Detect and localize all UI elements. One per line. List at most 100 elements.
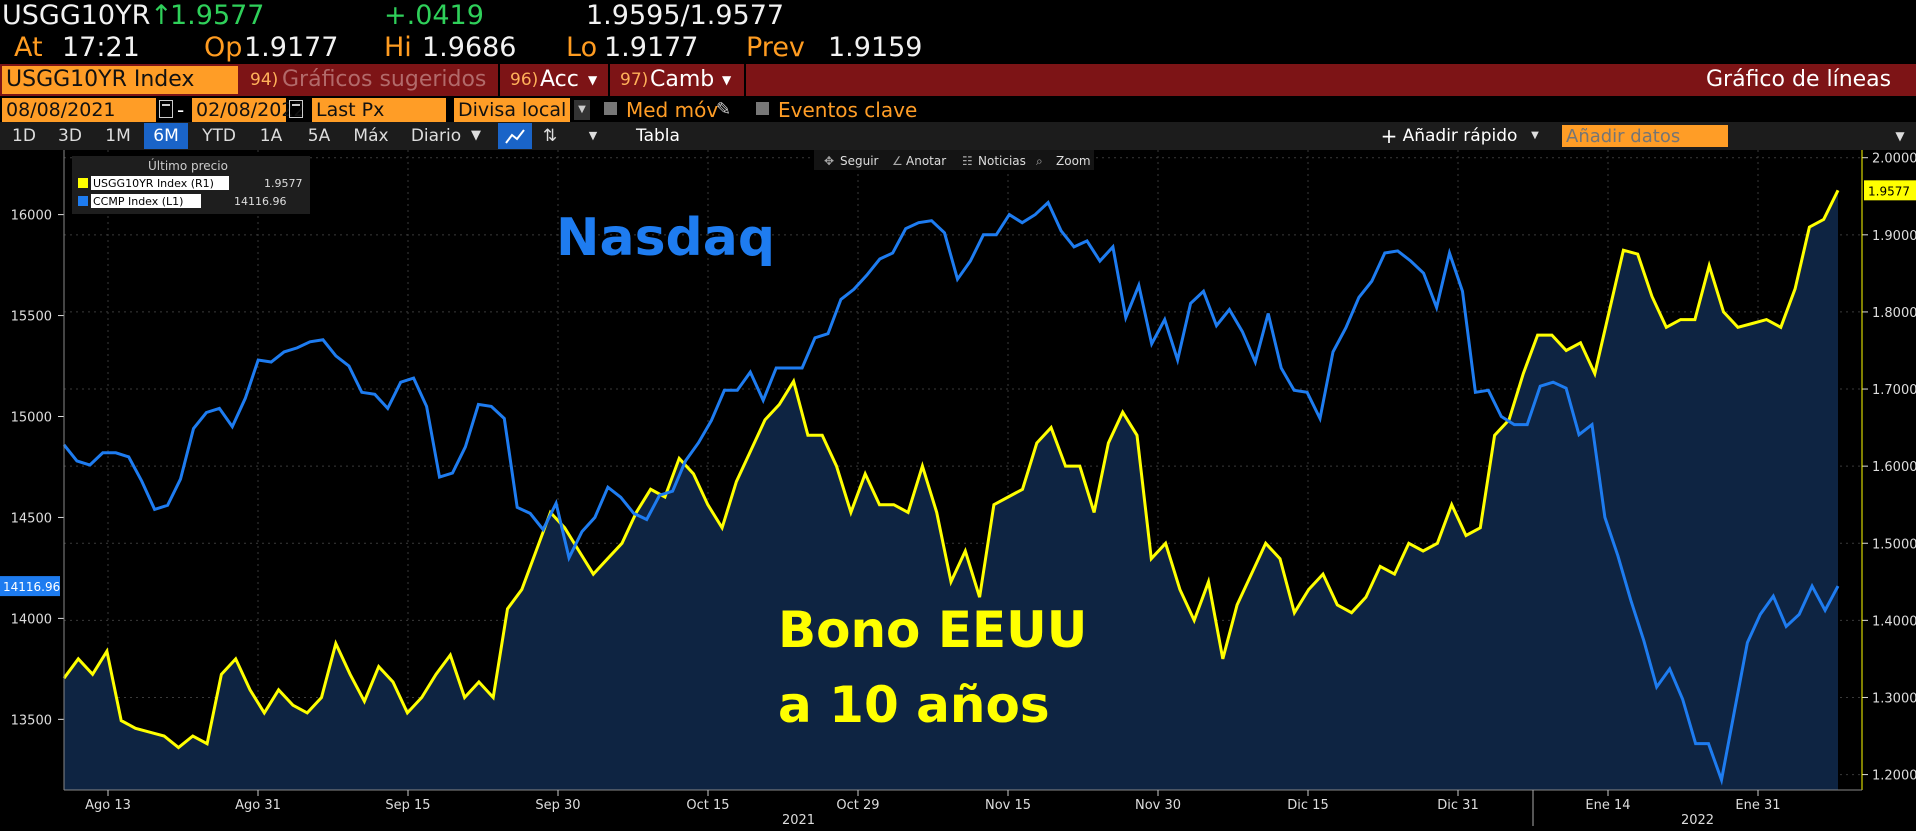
line-chart-icon[interactable] [498, 123, 532, 149]
frequency-dropdown[interactable]: Diario [410, 126, 462, 146]
chevron-down-icon[interactable]: ▼ [588, 73, 598, 87]
quick-add-button[interactable]: Añadir rápido [1402, 126, 1518, 146]
field-selector[interactable]: Last Px [312, 98, 446, 122]
legend-label-bg [91, 176, 229, 190]
zoom-button[interactable]: Zoom [1056, 154, 1091, 168]
news-button[interactable]: Noticias [978, 154, 1026, 168]
last-price: 1.9577 [170, 0, 265, 31]
period-3d[interactable]: 3D [58, 126, 82, 146]
x-axis: Ago 13 Ago 31 Sep 15 Sep 30 Oct 15 Oct 29 Nov … [64, 789, 1862, 828]
high-value: 1.9686 [422, 32, 517, 63]
suggested-charts-button[interactable]: Gráficos sugeridos [282, 67, 487, 92]
legend-value-bond: 1.9577 [264, 177, 303, 190]
ticker-label: USGG10YR [2, 0, 151, 31]
year-label: 2022 [1681, 813, 1714, 827]
nasdaq-annotation: Nasdaq [556, 208, 775, 268]
legend-label-bond: USGG10YR Index (R1) [93, 177, 214, 190]
bond-annotation-line1: Bono EEUU [778, 601, 1087, 659]
add-data-input[interactable] [1562, 125, 1728, 147]
chevron-down-icon[interactable]: ▼ [574, 100, 590, 120]
chevron-down-icon[interactable]: ▼ [722, 73, 732, 87]
camb-num: 97) [620, 70, 649, 90]
crosshair-icon[interactable]: ✥ [824, 154, 834, 168]
x-tick-label: Sep 15 [385, 798, 430, 813]
left-tick-label: 14000 [11, 612, 52, 627]
year-label: 2021 [782, 813, 815, 827]
annotate-icon[interactable]: ∠ [892, 154, 903, 168]
left-tick-label: 14500 [11, 511, 52, 526]
chevron-down-icon[interactable]: ▼ [1531, 130, 1539, 141]
end-date-field[interactable]: 02/08/2022 [192, 98, 306, 122]
pencil-icon[interactable]: ✎ [716, 99, 732, 120]
chart-tools-bar [814, 150, 1094, 170]
open-value: 1.9177 [244, 32, 339, 63]
bond-area-fill [64, 190, 1838, 791]
line-chart: 16000 15500 15000 14500 14000 13500 14116.96 2… [0, 150, 1916, 828]
edit-menu[interactable]: Camb [650, 67, 715, 92]
chevron-down-icon[interactable]: ▼ [471, 128, 481, 143]
news-icon[interactable]: ☷ [962, 154, 973, 168]
right-tick-label: 1.2000 [1872, 769, 1916, 784]
right-tick-label: 1.7000 [1872, 383, 1916, 398]
x-tick-label: Ago 31 [235, 798, 281, 813]
right-tick-label: 1.4000 [1872, 614, 1916, 629]
period-max[interactable]: Máx [353, 126, 389, 146]
x-tick-label: Nov 15 [985, 798, 1031, 813]
x-tick-label: Ago 13 [85, 798, 131, 813]
x-tick-label: Nov 30 [1135, 798, 1181, 813]
x-tick-label: Oct 15 [686, 798, 729, 813]
right-tick-label: 1.8000 [1872, 306, 1916, 321]
options-icon[interactable]: ▼ [1895, 129, 1905, 143]
period-ytd[interactable]: YTD [202, 126, 236, 146]
prev-value: 1.9159 [828, 32, 923, 63]
separator [498, 64, 500, 96]
legend-swatch-bond [78, 178, 88, 188]
chart-type-label: Gráfico de líneas [1706, 67, 1892, 92]
period-6m[interactable]: 6M [144, 123, 188, 149]
period-1m[interactable]: 1M [105, 126, 131, 146]
bond-last-value-box [1864, 180, 1916, 201]
right-tick-label: 1.3000 [1872, 691, 1916, 706]
x-tick-label: Ene 14 [1585, 798, 1630, 813]
currency-selector[interactable]: Divisa local [454, 98, 570, 122]
plus-icon[interactable]: + [1380, 124, 1398, 148]
table-button[interactable]: Tabla [636, 126, 680, 146]
function-bar [0, 64, 1916, 96]
left-axis: 16000 15500 15000 14500 14000 13500 14116.96 [0, 150, 65, 790]
calendar-icon[interactable] [159, 100, 173, 118]
calendar-icon[interactable] [289, 100, 303, 118]
right-tick-label: 1.6000 [1872, 460, 1916, 475]
nasdaq-last-value-box [0, 576, 60, 597]
right-axis: 2.0000 1.9000 1.8000 1.7000 1.6000 1.5000 1.40… [1861, 150, 1916, 790]
quote-header: USGG10YR ↑ 1.9577 +.0419 1.9595/1.9577 A… [0, 0, 1916, 64]
bar-chart-icon[interactable]: ⇅ [542, 126, 558, 146]
start-date-field[interactable]: 08/08/2021 [2, 98, 156, 122]
legend-swatch-nasdaq [78, 196, 88, 206]
moving-average-checkbox[interactable] [604, 102, 617, 115]
nasdaq-last-value: 14116.96 [3, 580, 60, 594]
security-field[interactable]: USGG10YR Index [2, 66, 238, 94]
period-1a[interactable]: 1A [259, 126, 283, 146]
annotate-button[interactable]: Anotar [906, 154, 946, 168]
bond-annotation-line2: a 10 años [778, 676, 1050, 734]
key-events-checkbox[interactable] [756, 102, 769, 115]
period-1d[interactable]: 1D [12, 126, 36, 146]
bond-last-value: 1.9577 [1868, 184, 1910, 198]
right-tick-label: 1.9000 [1872, 229, 1916, 244]
key-events-label: Eventos clave [778, 98, 918, 122]
zoom-icon[interactable]: ⌕ [1036, 154, 1043, 168]
left-tick-label: 13500 [11, 713, 52, 728]
chart-area: 16000 15500 15000 14500 14000 13500 14116.96 2… [0, 150, 1916, 828]
suggested-num: 94) [250, 70, 279, 90]
low-label: Lo [566, 32, 598, 63]
bid-ask: 1.9595/1.9577 [586, 0, 785, 31]
open-label: Op [204, 32, 243, 63]
x-tick-label: Dic 31 [1437, 798, 1478, 813]
moving-average-label: Med móv [626, 98, 719, 122]
period-5a[interactable]: 5A [307, 126, 331, 146]
legend-label-nasdaq: CCMP Index (L1) [93, 195, 183, 208]
legend-label-bg [91, 194, 201, 208]
chevron-down-icon[interactable]: ▼ [588, 129, 598, 142]
follow-button[interactable]: Seguir [840, 154, 879, 168]
actions-menu[interactable]: Acc [540, 67, 579, 92]
